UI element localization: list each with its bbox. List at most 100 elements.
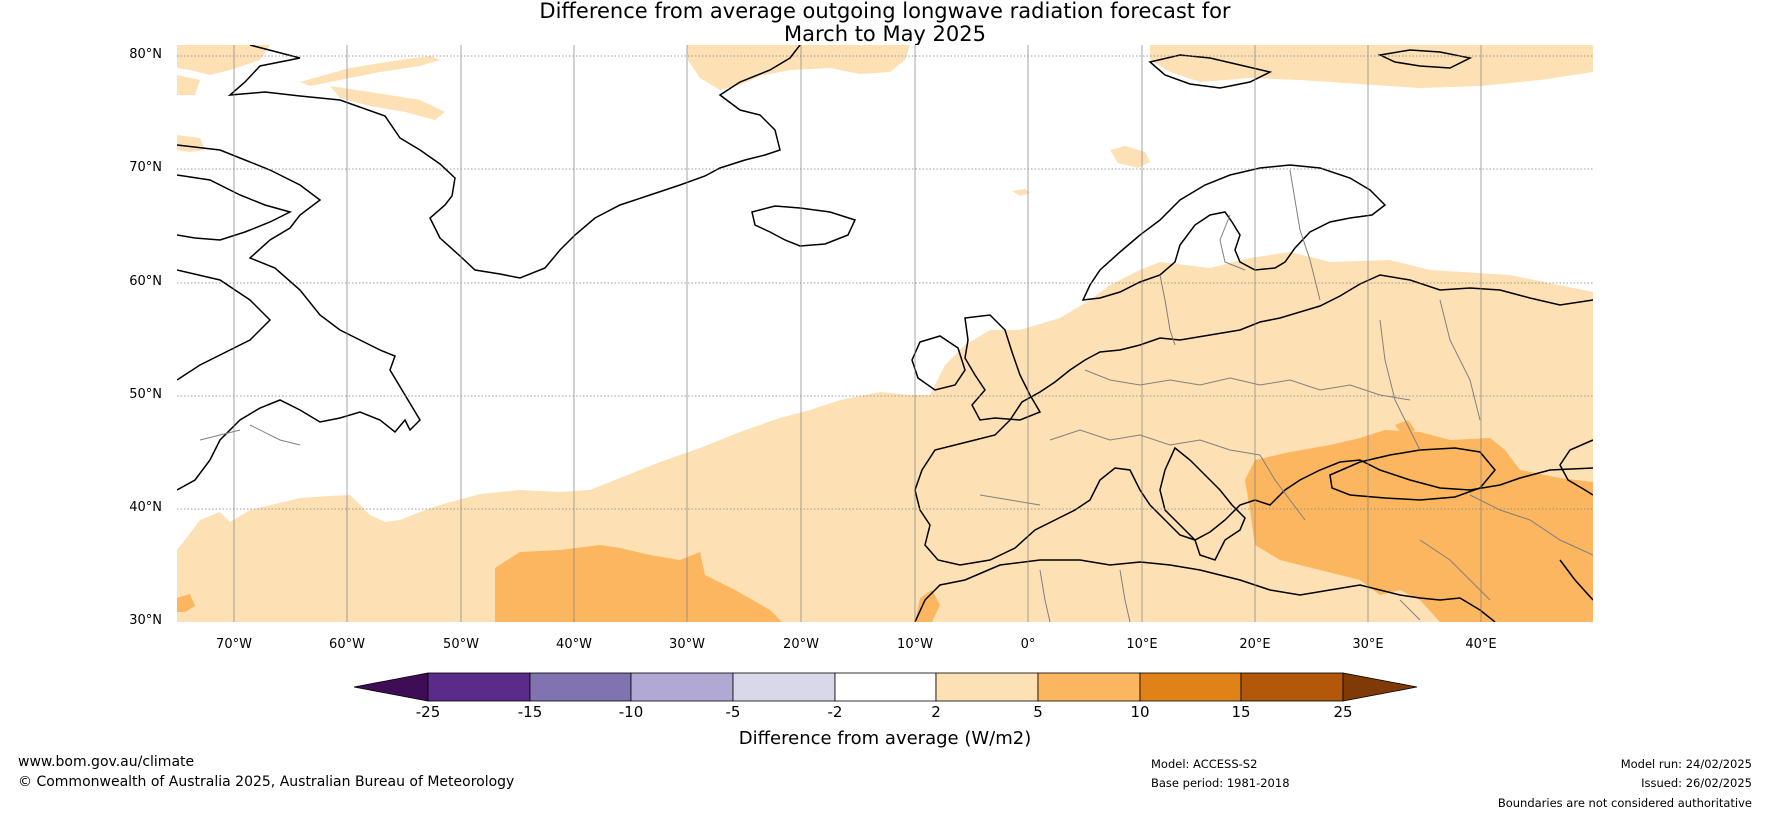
coastline-north-america <box>177 144 421 491</box>
disclaimer-text: Boundaries are not considered authoritat… <box>1497 796 1752 810</box>
border <box>1399 599 1421 621</box>
colorbar-segment <box>630 672 734 702</box>
issued-text: Issued: 26/02/2025 <box>1641 776 1752 790</box>
lon-label: 40°W <box>556 637 592 652</box>
coastline-italy <box>1159 446 1246 561</box>
lon-label: 0° <box>1020 637 1036 652</box>
border <box>1419 539 1491 601</box>
colorbar-tick: -5 <box>725 703 741 721</box>
border <box>1379 319 1421 451</box>
title-line-2: March to May 2025 <box>784 22 986 46</box>
coastline-iceland <box>751 205 857 247</box>
graticule <box>177 45 1593 622</box>
coastline-labrador <box>177 269 272 381</box>
colorbar-label: Difference from average (W/m2) <box>738 728 1032 749</box>
anomaly-region-5-to-10 <box>915 590 940 622</box>
border <box>1289 169 1321 301</box>
coastline-arctic-islands <box>1377 49 1473 69</box>
lon-label: 30°W <box>669 637 705 652</box>
anomaly-region-5-to-10 <box>1395 420 1415 437</box>
border <box>1219 214 1246 271</box>
anomaly-region-2-to-5 <box>300 56 440 86</box>
border <box>1439 299 1481 421</box>
coastline-scandinavia <box>1081 164 1387 301</box>
colorbar-segment <box>834 672 937 702</box>
colorbar-tick: 15 <box>1231 703 1251 721</box>
coastline-black-sea <box>1329 447 1496 501</box>
colorbar-tick: 5 <box>1033 703 1043 721</box>
map-title: Difference from average outgoing longwav… <box>0 0 1770 46</box>
lon-label: 30°E <box>1352 637 1384 652</box>
lat-label: 40°N <box>129 500 162 515</box>
border <box>1259 454 1306 521</box>
lon-label: 20°E <box>1239 637 1271 652</box>
colorbar-tick: 2 <box>931 703 941 721</box>
lat-label: 50°N <box>129 387 162 402</box>
anomaly-region-5-to-10 <box>495 545 782 622</box>
colorbar-segment <box>935 672 1039 702</box>
anomaly-region-2-to-5 <box>1280 262 1400 284</box>
border <box>1119 569 1131 622</box>
map-area <box>177 45 1593 622</box>
coastline-north-africa <box>914 559 1496 622</box>
coastline-middle-east <box>1559 559 1593 601</box>
country-borders <box>199 169 1593 622</box>
anomaly-region-2-to-5 <box>1110 146 1150 168</box>
border <box>249 424 301 446</box>
model-run-text: Model run: 24/02/2025 <box>1620 757 1752 771</box>
colorbar-tick: -10 <box>618 703 644 721</box>
border <box>1084 369 1411 401</box>
colorbar-tick: -2 <box>827 703 843 721</box>
model-text: Model: ACCESS-S2 <box>1151 757 1258 771</box>
coastline-caspian <box>1559 439 1593 496</box>
coastline-europe <box>914 274 1593 566</box>
colorbar-segment <box>1037 672 1141 702</box>
border <box>1159 274 1176 346</box>
coastline-great-britain <box>964 314 1042 421</box>
border <box>1039 569 1051 622</box>
border <box>979 494 1041 506</box>
lat-label: 30°N <box>129 613 162 628</box>
colorbar-extend-low <box>353 672 429 702</box>
anomaly-region-2-to-5 <box>1012 189 1030 196</box>
colorbar-segment <box>1139 672 1242 702</box>
anomaly-region-2-to-5 <box>177 252 1593 622</box>
lon-label: 10°E <box>1126 637 1158 652</box>
coastlines <box>177 45 1593 622</box>
coastline-north-america-2 <box>177 174 293 241</box>
lon-label: 10°W <box>897 637 933 652</box>
lat-label: 60°N <box>129 274 162 289</box>
colorbar-tick: -15 <box>517 703 543 721</box>
lat-label: 70°N <box>129 160 162 175</box>
lon-label: 60°W <box>329 637 365 652</box>
anomaly-region-2-to-5 <box>177 75 200 95</box>
anomaly-region-5-to-10 <box>177 594 195 612</box>
colorbar-tick: -25 <box>415 703 441 721</box>
anomaly-region-2-to-5 <box>177 45 270 75</box>
colorbar-segment <box>529 672 632 702</box>
colorbar-tick: 10 <box>1130 703 1150 721</box>
border <box>1049 429 1261 456</box>
coastline-svalbard <box>1148 54 1273 89</box>
anomaly-region-2-to-5 <box>330 86 445 120</box>
lon-label: 20°W <box>783 637 819 652</box>
website-link[interactable]: www.bom.gov.au/climate <box>18 754 195 770</box>
colorbar-extend-high <box>1342 672 1418 702</box>
border <box>199 429 241 441</box>
colorbar <box>353 672 1418 702</box>
colorbar-segment <box>732 672 836 702</box>
anomaly-region-5-to-10 <box>1245 430 1593 622</box>
coastline-greenland <box>227 45 801 279</box>
lon-label: 70°W <box>216 637 252 652</box>
border <box>1469 494 1593 556</box>
title-line-1: Difference from average outgoing longwav… <box>539 0 1231 23</box>
coastline-ireland <box>911 335 966 391</box>
lon-label: 50°W <box>443 637 479 652</box>
copyright-text: © Commonwealth of Australia 2025, Austra… <box>18 774 515 790</box>
colorbar-segment <box>1240 672 1344 702</box>
anomaly-region-2-to-5 <box>687 45 910 90</box>
colorbar-tick: 25 <box>1333 703 1353 721</box>
colorbar-segment <box>427 672 531 702</box>
base-period-text: Base period: 1981-2018 <box>1151 776 1290 790</box>
